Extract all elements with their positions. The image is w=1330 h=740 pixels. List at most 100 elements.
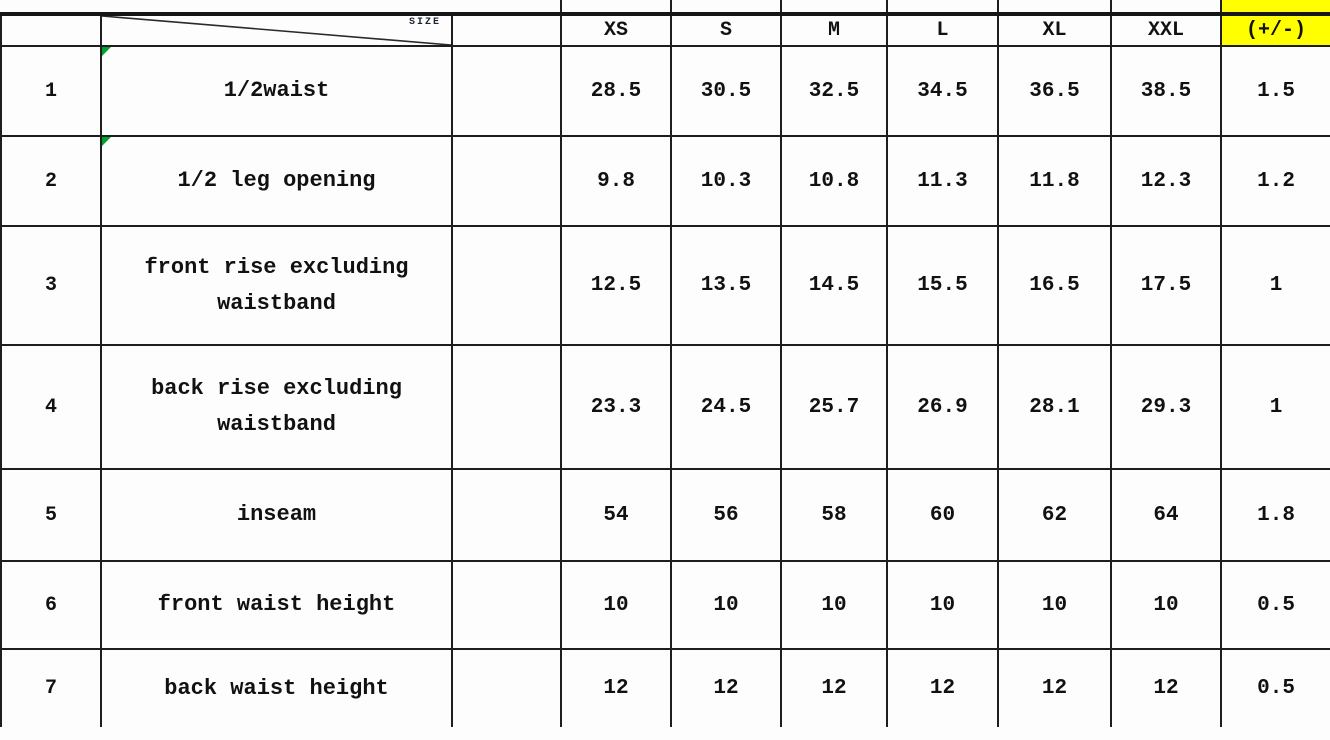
spacer-cell[interactable] [450,135,563,227]
measurement-name-cell[interactable]: front rise excluding waistband [100,225,453,346]
value-cell[interactable]: 10 [1110,560,1223,650]
row-number-cell[interactable]: 6 [0,560,102,650]
measurement-name-cell[interactable]: back waist height [100,648,453,727]
row-number-cell[interactable]: 4 [0,344,102,470]
diagonal-line [102,16,451,45]
header-size-xl[interactable]: XL [997,12,1113,47]
tolerance-cell[interactable]: 1 [1220,344,1330,470]
header-tolerance-cell[interactable]: (+/-) [1220,12,1330,47]
value-cell[interactable]: 25.7 [780,344,889,470]
value-cell[interactable]: 11.8 [997,135,1113,227]
table-row: 7 back waist height 12 12 12 12 12 12 0.… [0,648,1330,727]
top-cutoff-row [1,0,1330,15]
spacer-cell[interactable] [450,344,563,470]
value-cell[interactable]: 34.5 [886,45,1000,137]
value-cell[interactable]: 17.5 [1110,225,1223,346]
measurement-name-cell[interactable]: back rise excluding waistband [100,344,453,470]
table-row: 1 1/2waist 28.5 30.5 32.5 34.5 36.5 38.5… [0,45,1330,137]
value-cell[interactable]: 26.9 [886,344,1000,470]
top-cell [670,0,783,15]
header-spacer-cell[interactable] [450,12,563,47]
value-cell[interactable]: 28.5 [560,45,673,137]
value-cell[interactable]: 12 [780,648,889,727]
spacer-cell[interactable] [450,648,563,727]
measurement-name-cell[interactable]: front waist height [100,560,453,650]
value-cell[interactable]: 23.3 [560,344,673,470]
value-cell[interactable]: 12.3 [1110,135,1223,227]
table-row: 5 inseam 54 56 58 60 62 64 1.8 [0,468,1330,562]
value-cell[interactable]: 10 [560,560,673,650]
tolerance-cell[interactable]: 1.8 [1220,468,1330,562]
header-size-l[interactable]: L [886,12,1000,47]
measurement-name: front rise excluding waistband [144,254,409,316]
header-size-s[interactable]: S [670,12,783,47]
value-cell[interactable]: 11.3 [886,135,1000,227]
header-size-xs[interactable]: XS [560,12,673,47]
measurement-name: back rise excluding waistband [151,376,402,437]
top-cell [780,0,889,15]
value-cell[interactable]: 10.3 [670,135,783,227]
row-number-cell[interactable]: 5 [0,468,102,562]
measurement-name-cell[interactable]: inseam [100,468,453,562]
value-cell[interactable]: 10 [780,560,889,650]
header-size-xxl[interactable]: XXL [1110,12,1223,47]
value-cell[interactable]: 29.3 [1110,344,1223,470]
measurement-name-cell[interactable]: 1/2 leg opening [100,135,453,227]
value-cell[interactable]: 24.5 [670,344,783,470]
header-row: SIZE XS S M L XL XXL (+/-) [0,12,1330,47]
tolerance-cell[interactable]: 1 [1220,225,1330,346]
tolerance-cell[interactable]: 1.2 [1220,135,1330,227]
value-cell[interactable]: 12 [997,648,1113,727]
value-cell[interactable]: 14.5 [780,225,889,346]
row-number-cell[interactable]: 1 [0,45,102,137]
value-cell[interactable]: 62 [997,468,1113,562]
value-cell[interactable]: 12 [1110,648,1223,727]
comment-marker-icon [103,48,111,56]
row-number-cell[interactable]: 3 [0,225,102,346]
value-cell[interactable]: 64 [1110,468,1223,562]
value-cell[interactable]: 10 [997,560,1113,650]
value-cell[interactable]: 13.5 [670,225,783,346]
size-corner-cell[interactable]: SIZE [100,12,453,47]
value-cell[interactable]: 10 [886,560,1000,650]
value-cell[interactable]: 16.5 [997,225,1113,346]
value-cell[interactable]: 56 [670,468,783,562]
value-cell[interactable]: 36.5 [997,45,1113,137]
value-cell[interactable]: 10.8 [780,135,889,227]
value-cell[interactable]: 10 [670,560,783,650]
row-number-cell[interactable]: 7 [0,648,102,727]
value-cell[interactable]: 58 [780,468,889,562]
value-cell[interactable]: 54 [560,468,673,562]
header-size-m[interactable]: M [780,12,889,47]
measurement-name: front waist height [157,592,396,618]
value-cell[interactable]: 30.5 [670,45,783,137]
header-blank-cell[interactable] [0,12,102,47]
spacer-cell[interactable] [450,468,563,562]
top-cell-yellow [1220,0,1330,15]
spacer-cell[interactable] [450,45,563,137]
value-cell[interactable]: 12 [886,648,1000,727]
value-cell[interactable]: 15.5 [886,225,1000,346]
spacer-cell[interactable] [450,225,563,346]
value-cell[interactable]: 28.1 [997,344,1113,470]
measurement-name: 1/2waist [223,78,330,104]
table-row: 6 front waist height 10 10 10 10 10 10 0… [0,560,1330,650]
row-number-cell[interactable]: 2 [0,135,102,227]
value-cell[interactable]: 12 [670,648,783,727]
tolerance-cell[interactable]: 0.5 [1220,648,1330,727]
value-cell[interactable]: 9.8 [560,135,673,227]
value-cell[interactable]: 12.5 [560,225,673,346]
measurement-name-cell[interactable]: 1/2waist [100,45,453,137]
tolerance-cell[interactable]: 1.5 [1220,45,1330,137]
spacer-cell[interactable] [450,560,563,650]
tolerance-cell[interactable]: 0.5 [1220,560,1330,650]
measurement-name: inseam [236,502,317,528]
value-cell[interactable]: 12 [560,648,673,727]
size-corner-label: SIZE [408,17,441,28]
value-cell[interactable]: 32.5 [780,45,889,137]
value-cell[interactable]: 60 [886,468,1000,562]
measurement-name: back waist height [164,675,389,701]
value-cell[interactable]: 38.5 [1110,45,1223,137]
